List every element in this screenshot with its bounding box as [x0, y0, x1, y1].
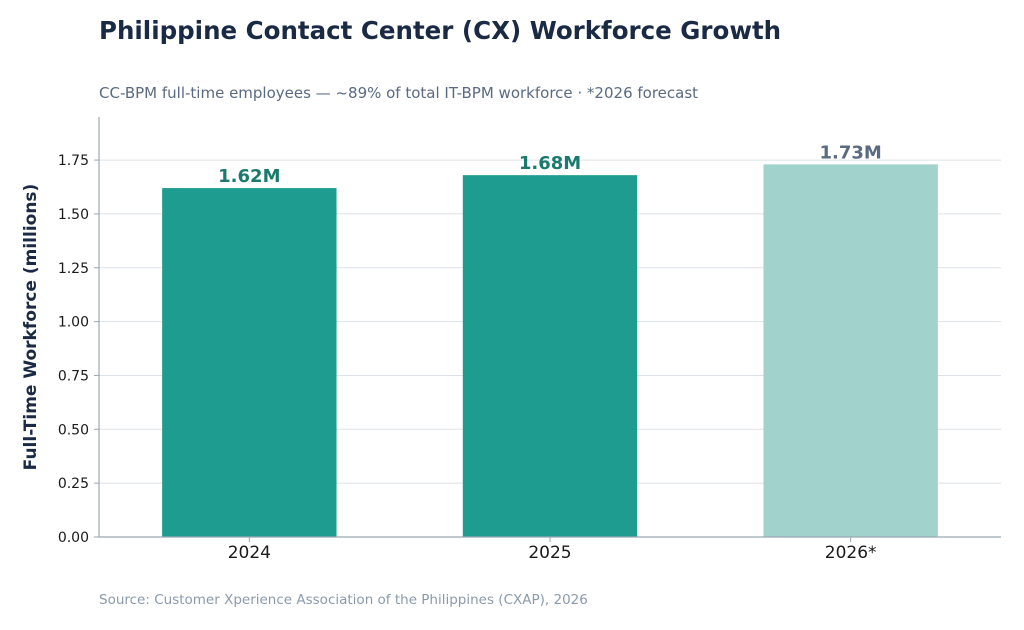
y-tick-label: 0.75: [58, 368, 89, 384]
y-tick-label: 1.50: [58, 207, 89, 223]
y-tick-label: 0.25: [58, 476, 89, 492]
chart-title: Philippine Contact Center (CX) Workforce…: [99, 16, 782, 45]
data-label: 1.62M: [218, 166, 280, 187]
y-tick-label: 0.50: [58, 422, 89, 438]
data-label: 1.68M: [519, 153, 581, 174]
y-tick-label: 1.25: [58, 261, 89, 277]
bar-2024: [162, 188, 337, 538]
y-tick-label: 1.75: [58, 153, 89, 169]
x-tick-labels: 2024 2025 2026*: [228, 543, 877, 563]
y-tick-label: 1.00: [58, 315, 89, 331]
y-tick-label: 0.00: [58, 530, 89, 546]
x-tick-label: 2026*: [825, 543, 877, 563]
bar-2026: [763, 164, 938, 537]
x-tick-label: 2025: [528, 543, 571, 563]
source-note: Source: Customer Xperience Association o…: [99, 592, 588, 608]
x-tick-label: 2024: [228, 543, 271, 563]
data-labels: 1.62M 1.68M 1.73M: [218, 142, 882, 187]
axes: [94, 117, 1001, 542]
y-tick-labels: 0.00 0.25 0.50 0.75 1.00 1.25 1.50 1.75: [58, 153, 89, 546]
data-label: 1.73M: [820, 142, 882, 163]
chart-subtitle: CC-BPM full-time employees — ~89% of tot…: [99, 84, 699, 102]
bar-2025: [462, 175, 638, 537]
bars: [162, 164, 938, 538]
y-axis-label: Full-Time Workforce (millions): [21, 184, 41, 471]
